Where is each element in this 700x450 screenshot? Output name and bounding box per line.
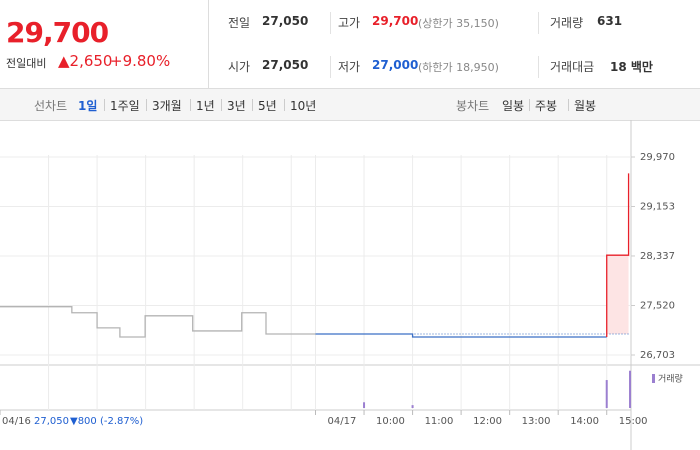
volume-bar — [411, 405, 414, 408]
tab[interactable]: 월봉 — [574, 99, 597, 113]
y-tick-label: 27,520 — [640, 300, 675, 311]
tab-divider — [284, 99, 285, 111]
volume-bar — [363, 402, 366, 408]
y-tick-label: 29,153 — [640, 202, 675, 213]
divider — [538, 56, 539, 78]
volume-bar — [605, 380, 608, 408]
stat-note: (하한가 18,950) — [418, 61, 499, 74]
change-rate: +9.80% — [110, 52, 171, 70]
tab-divider — [252, 99, 253, 111]
tab[interactable]: 3개월 — [152, 99, 182, 113]
stat-value: 27,050 — [262, 58, 309, 72]
stat-label: 저가 — [338, 60, 361, 74]
price: 29,700 — [6, 16, 109, 49]
tab[interactable]: 3년 — [227, 99, 246, 113]
line — [0, 306, 316, 338]
divider — [538, 12, 539, 34]
tab[interactable]: 주봉 — [535, 99, 558, 113]
x-tick-label: 12:00 — [473, 416, 502, 427]
divider — [330, 12, 331, 34]
stat-value: 27,000 — [372, 58, 419, 72]
summary-change: ▼800 — [70, 416, 97, 427]
tab[interactable]: 5년 — [258, 99, 277, 113]
y-tick-label: 26,703 — [640, 350, 675, 361]
stat-value: 27,050 — [262, 14, 309, 28]
x-tick-label: 13:00 — [522, 416, 551, 427]
stat-value: 631 — [597, 14, 623, 28]
quote-panel: 29,700 전일대비 ▲2,650 +9.80% 전일 27,050 고가 29,7… — [0, 0, 700, 89]
summary-rate: (-2.87%) — [100, 416, 143, 427]
tab-divider — [568, 99, 569, 111]
stat-label: 시가 — [228, 60, 251, 74]
x-tick-label: 11:00 — [425, 416, 454, 427]
x-tick-label: 04/16 — [2, 416, 31, 427]
volume-bar — [629, 370, 632, 408]
tab[interactable]: 1년 — [196, 99, 215, 113]
divider — [330, 56, 331, 78]
legend-swatch — [652, 374, 655, 383]
tab[interactable]: 1주일 — [110, 99, 140, 113]
line — [606, 173, 630, 337]
stat-value: 29,700 — [372, 14, 419, 28]
divider — [208, 0, 209, 88]
x-tick-label: 10:00 — [376, 416, 405, 427]
stat-label: 전일 — [228, 16, 251, 30]
y-tick-label: 29,970 — [640, 152, 675, 163]
stat-label: 고가 — [338, 16, 361, 30]
summary-close: 27,050 — [34, 416, 69, 427]
x-tick-label: 15:00 — [619, 416, 648, 427]
x-tick-label: 14:00 — [570, 416, 599, 427]
tab-divider — [104, 99, 105, 111]
change-label: 전일대비 — [6, 57, 47, 70]
tab-divider — [190, 99, 191, 111]
tab-divider — [529, 99, 530, 111]
stat-label: 거래대금 — [550, 60, 595, 74]
tab-group-label: 봉차트 — [456, 99, 490, 113]
x-tick-label: 04/17 — [328, 416, 357, 427]
tab-divider — [221, 99, 222, 111]
tab[interactable]: 1일 — [78, 99, 98, 113]
chart: 29,970 29,153 28,337 27,520 26,703 04/16 04/17… — [0, 120, 700, 450]
stat-value: 18 백만 — [610, 60, 653, 74]
legend-label: 거래량 — [658, 373, 683, 385]
tab-bar: 선차트 1일 1주일 3개월 1년 3년 5년 10년 봉차트 일봉 주봉 월봉 — [0, 89, 700, 121]
y-tick-label: 28,337 — [640, 251, 675, 262]
tab-divider — [146, 99, 147, 111]
stat-label: 거래량 — [550, 16, 584, 30]
stat-note: (상한가 35,150) — [418, 17, 499, 30]
tab-group-label: 선차트 — [34, 99, 68, 113]
change: ▲2,650 — [58, 52, 113, 70]
line — [315, 333, 607, 338]
tab[interactable]: 일봉 — [502, 99, 525, 113]
tab[interactable]: 10년 — [290, 99, 317, 113]
